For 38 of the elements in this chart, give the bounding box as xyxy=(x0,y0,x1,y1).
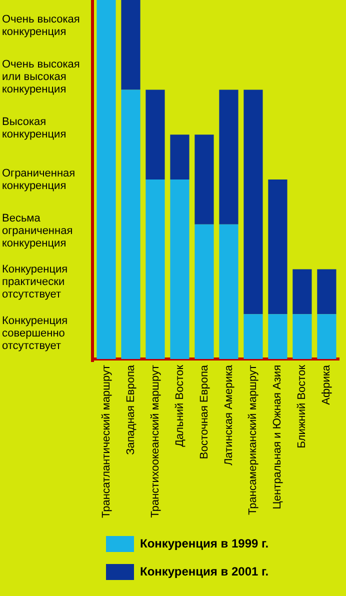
x-tick-label: Дальний Восток xyxy=(174,364,186,447)
bar xyxy=(194,134,214,224)
bar xyxy=(146,90,165,180)
x-tick-label: Ближний Восток xyxy=(296,364,308,448)
bar xyxy=(244,90,263,314)
text: Ограниченная конкуренция xyxy=(2,167,76,192)
bar xyxy=(268,179,288,314)
bar xyxy=(292,269,312,314)
bar xyxy=(170,134,190,180)
x-tick-label: Трансамериканский маршрут xyxy=(247,364,260,515)
text: Конкуренция совершенно отсутствует xyxy=(2,314,68,352)
bar xyxy=(121,0,140,90)
legend-label: Конкуренция в 2001 г. xyxy=(140,564,269,578)
x-tick-label: Центральная и Южная Азия xyxy=(272,364,284,510)
bar xyxy=(244,314,263,359)
bar xyxy=(219,224,238,359)
bar xyxy=(96,0,116,359)
text: Конкуренция практически отсутствует xyxy=(2,264,68,301)
bar xyxy=(219,90,238,224)
bar xyxy=(268,314,288,359)
x-tick-label: Восточная Европа xyxy=(198,364,210,460)
text: Очень высокая или высокая конкуренция xyxy=(2,58,80,96)
text: Очень высокая конкуренция xyxy=(2,13,80,38)
bar xyxy=(194,224,214,359)
x-tick-label: Латинская Америка xyxy=(222,364,235,466)
bar xyxy=(146,179,165,359)
x-tick-label: Африка xyxy=(320,364,333,405)
bar xyxy=(170,179,190,359)
text: Весьма ограниченная конкуренция xyxy=(2,212,73,250)
x-tick-label: Трансатлантический маршрут xyxy=(100,364,112,518)
x-tick-label: Западная Европа xyxy=(124,364,137,455)
text: Высокая конкуренция xyxy=(2,116,66,140)
legend-label: Конкуренция в 1999 г. xyxy=(140,536,269,550)
bar xyxy=(292,314,312,359)
x-tick-label: Транстихоокеанский маршрут xyxy=(149,364,162,518)
bar xyxy=(317,269,336,314)
bar xyxy=(121,90,140,359)
bar xyxy=(317,314,336,359)
